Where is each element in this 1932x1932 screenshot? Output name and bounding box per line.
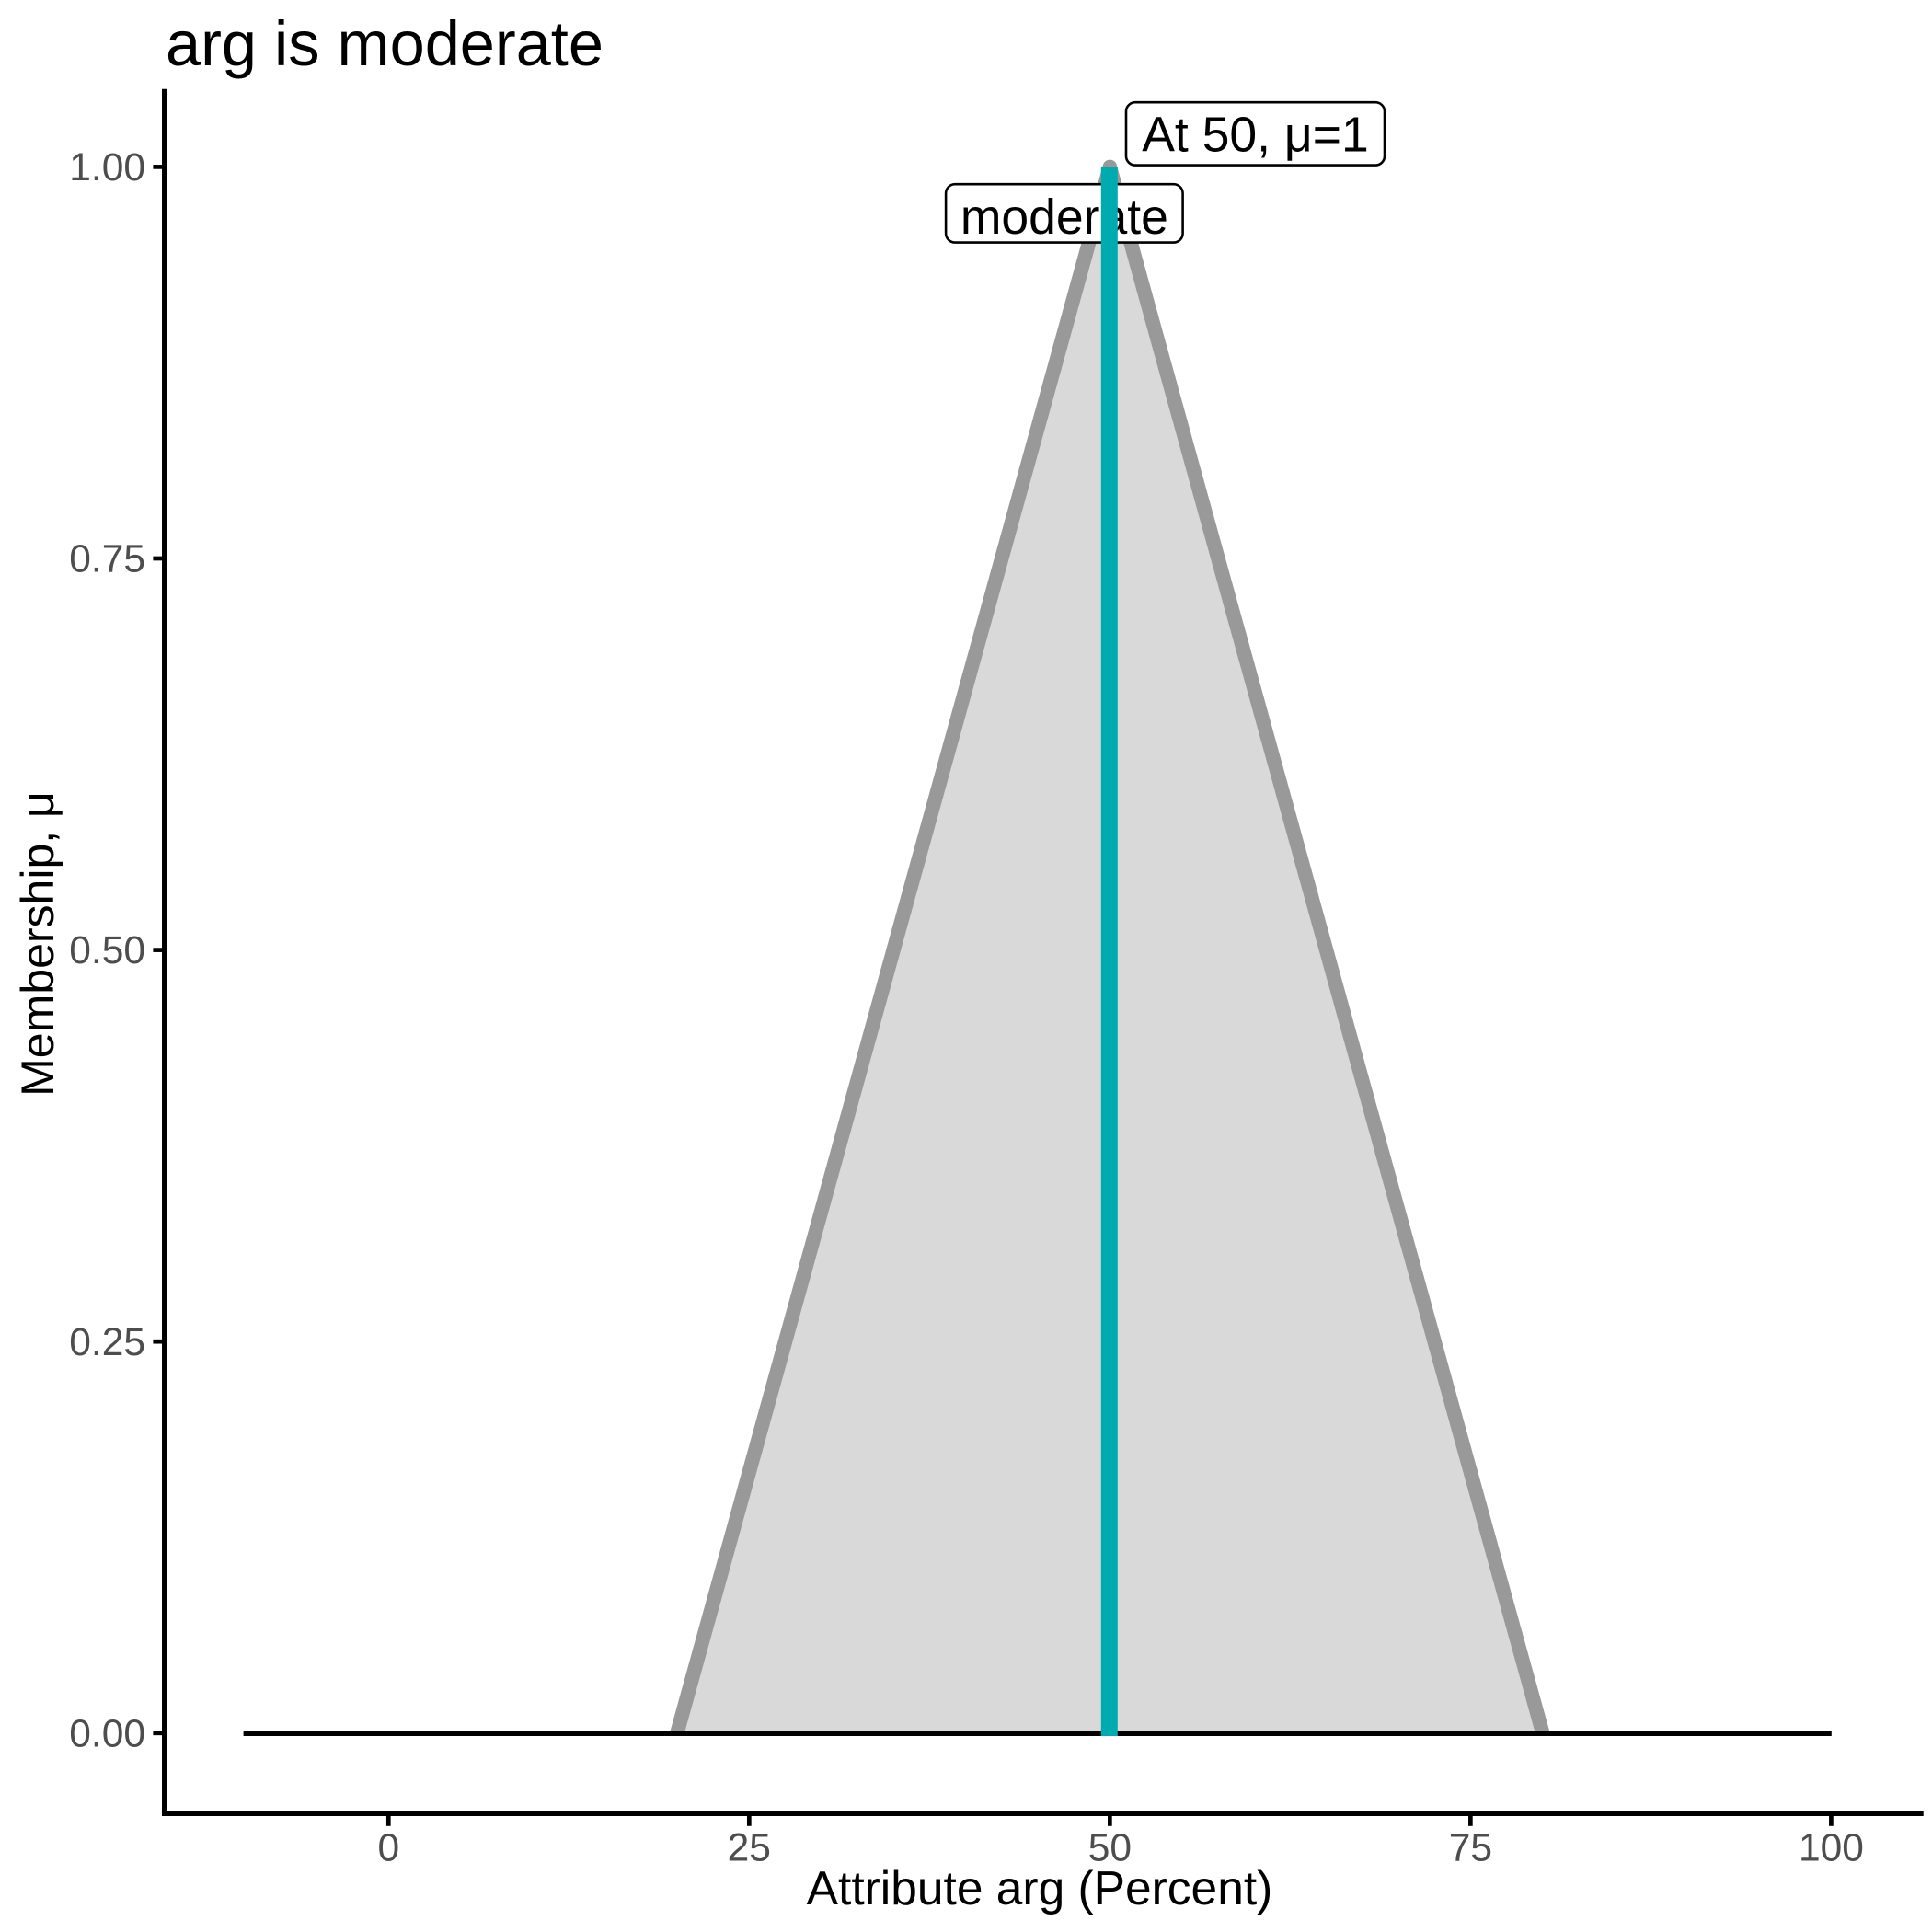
svg-text:Membership, μ: Membership, μ — [12, 791, 63, 1097]
svg-text:75: 75 — [1449, 1827, 1492, 1870]
svg-text:At 50, μ=1: At 50, μ=1 — [1142, 108, 1368, 162]
svg-text:0.75: 0.75 — [69, 538, 145, 581]
svg-text:moderate: moderate — [960, 190, 1168, 245]
svg-text:arg is moderate: arg is moderate — [166, 8, 604, 79]
svg-text:0.25: 0.25 — [69, 1321, 145, 1364]
svg-text:100: 100 — [1799, 1827, 1864, 1870]
svg-text:50: 50 — [1088, 1827, 1132, 1870]
svg-text:Attribute arg (Percent): Attribute arg (Percent) — [807, 1861, 1273, 1915]
svg-text:1.00: 1.00 — [69, 146, 145, 190]
svg-text:0.00: 0.00 — [69, 1712, 145, 1755]
svg-text:0.50: 0.50 — [69, 929, 145, 972]
svg-text:0: 0 — [377, 1827, 399, 1870]
svg-text:25: 25 — [728, 1827, 771, 1870]
